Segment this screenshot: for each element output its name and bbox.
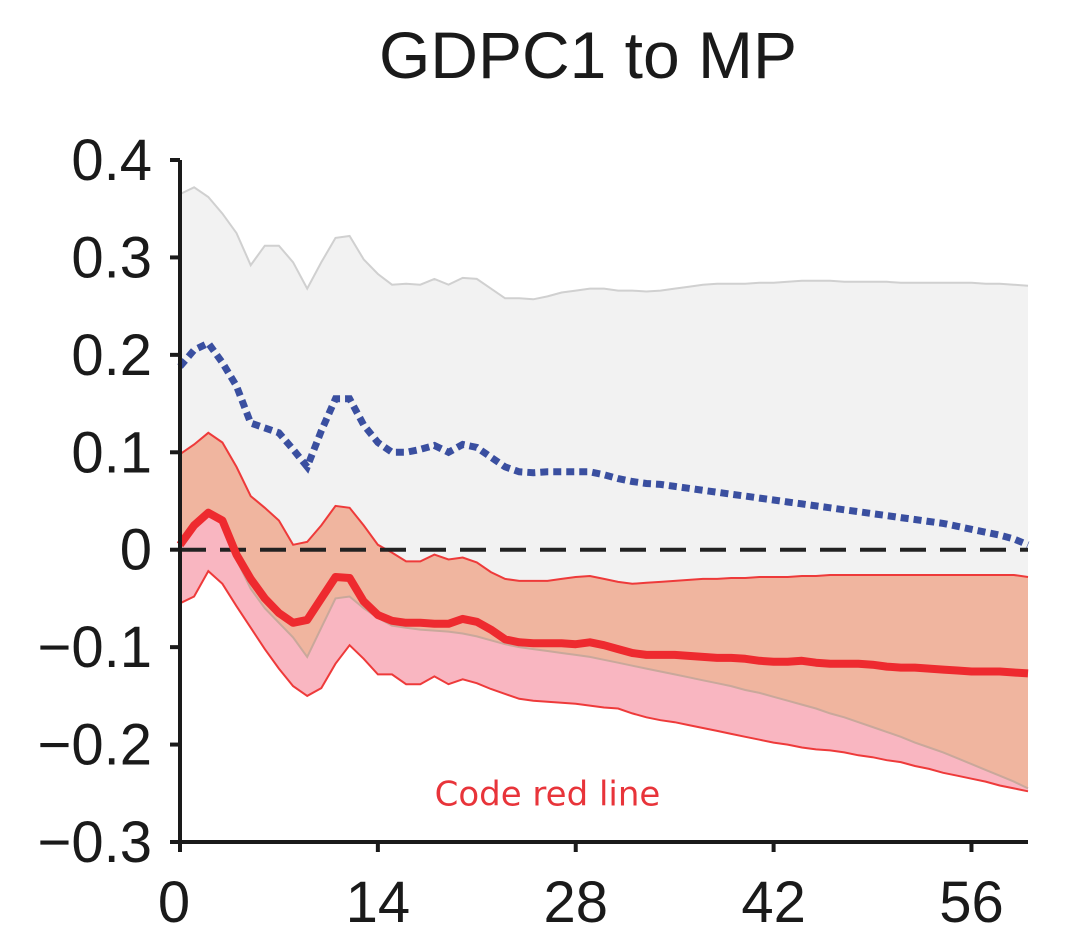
chart-title: GDPC1 to MP — [379, 18, 797, 92]
x-tick-label: 14 — [346, 870, 411, 935]
confidence-bands — [179, 186, 1029, 793]
x-tick-label: 28 — [543, 870, 608, 935]
y-tick-label: −0.3 — [38, 810, 153, 875]
y-tick-label: 0 — [120, 518, 152, 583]
x-tick-label: 56 — [939, 870, 1004, 935]
red-band-upper-edge — [179, 431, 1029, 585]
pink-band — [180, 512, 1028, 792]
y-tick-label: 0.3 — [71, 225, 152, 290]
band-mid-line — [179, 511, 1029, 790]
y-tick-label: 0.2 — [71, 323, 152, 388]
red-solid-line — [176, 508, 1029, 678]
red-band-lower-edge — [179, 569, 1029, 793]
y-tick-label: 0.4 — [71, 128, 152, 193]
blue-dotted-line — [177, 338, 1030, 549]
y-tick-label: −0.1 — [38, 615, 153, 680]
x-tick-label: 42 — [741, 870, 806, 935]
y-tick-label: 0.1 — [71, 420, 152, 485]
gray-band — [180, 187, 1028, 584]
axes: −0.3 −0.2 −0.1 0 0.1 0.2 0.3 0.4 0 14 28 42 56 — [38, 128, 1028, 935]
x-tick-label: 0 — [158, 870, 190, 935]
orange-band — [180, 432, 1028, 789]
code-red-line-annotation: Code red line — [435, 774, 661, 814]
gray-band-upper-edge — [179, 186, 1029, 301]
y-tick-label: −0.2 — [38, 713, 153, 778]
series-lines — [176, 338, 1030, 678]
